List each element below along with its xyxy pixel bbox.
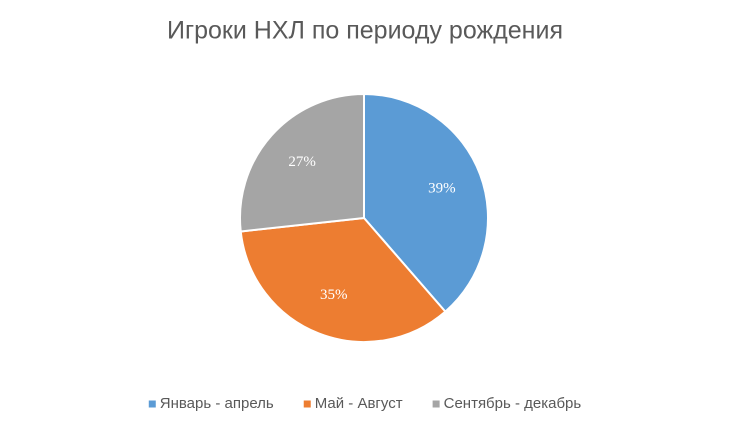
legend-marker	[148, 400, 156, 408]
data-label: 35%	[320, 287, 348, 303]
legend-marker	[432, 400, 440, 408]
pie-slice	[239, 216, 447, 343]
pie: 39% 35% 27%	[239, 92, 489, 343]
legend: Январь - апрель Май - Август Сентябрь - де…	[148, 395, 582, 412]
legend-label: Сентябрь - декабрь	[444, 395, 582, 412]
data-label: 39%	[428, 180, 456, 196]
data-label: 27%	[288, 154, 316, 170]
pie-slice	[239, 92, 365, 233]
legend-label: Январь - апрель	[160, 395, 274, 412]
legend-marker	[303, 400, 311, 408]
chart-title: Игроки НХЛ по периоду рождения	[167, 17, 563, 45]
pie-slice	[363, 92, 489, 314]
legend-label: Май - Август	[315, 395, 403, 412]
